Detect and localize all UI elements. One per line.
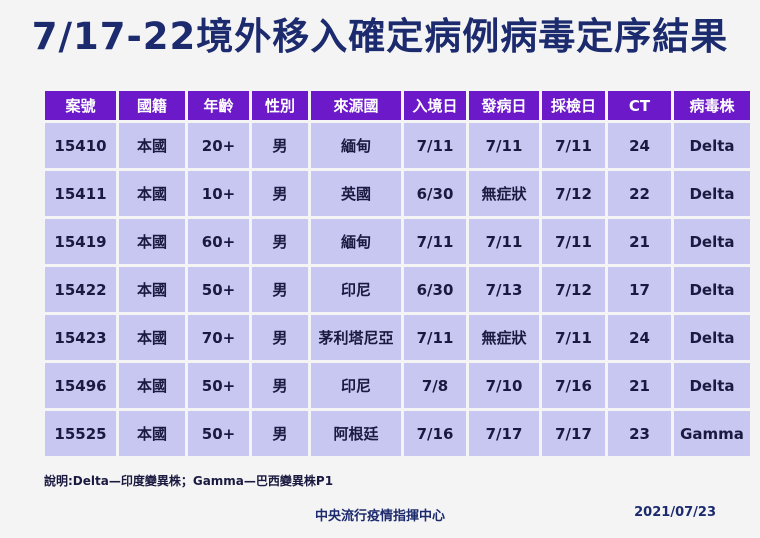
column-header: 年齡 [188,91,249,120]
column-header: 病毒株 [674,91,750,120]
table-cell: 7/16 [404,411,466,456]
table-cell: 15410 [45,123,116,168]
table-cell: 7/11 [542,315,605,360]
table-cell: 21 [608,219,671,264]
table-cell: 7/11 [404,219,466,264]
table-cell: Delta [674,363,750,408]
sequencing-results-table: 案號 國籍 年齡 性別 來源國 入境日 發病日 採檢日 CT 病毒株 15410 本國 20+ 男緬甸 7… [42,88,753,459]
table-cell: 7/11 [404,315,466,360]
table-cell: 7/12 [542,267,605,312]
table-cell: 緬甸 [311,219,401,264]
table-cell: 7/13 [469,267,539,312]
table-cell: 印尼 [311,363,401,408]
table-cell: 15411 [45,171,116,216]
table-cell: 7/11 [469,219,539,264]
table-cell: 男 [252,123,308,168]
table-row: 15422 本國 50+ 男印尼 6/30 7/13 7/12 17 Delta [45,267,750,312]
table-cell: 7/16 [542,363,605,408]
column-header: 入境日 [404,91,466,120]
table-cell: 本國 [119,219,185,264]
table-cell: 7/17 [542,411,605,456]
table-cell: 7/11 [542,219,605,264]
table-cell: 英國 [311,171,401,216]
table-cell: 7/11 [404,123,466,168]
table-cell: 7/8 [404,363,466,408]
table-cell: 本國 [119,315,185,360]
footer-organization: 中央流行疫情指揮中心 [314,509,445,524]
table-cell: 50+ [188,411,249,456]
legend-note: 說明:Delta—印度變異株；Gamma—巴西變異株P1 [44,474,334,488]
table-cell: 本國 [119,123,185,168]
table-cell: 6/30 [404,267,466,312]
table-cell: 7/11 [542,123,605,168]
table-cell: 50+ [188,267,249,312]
column-header: 國籍 [119,91,185,120]
table-cell: 7/17 [469,411,539,456]
table-cell: 阿根廷 [311,411,401,456]
table-cell: 6/30 [404,171,466,216]
table-row: 15496 本國 50+ 男印尼 7/8 7/10 7/16 21 Delta [45,363,750,408]
table-cell: 緬甸 [311,123,401,168]
table-cell: 24 [608,123,671,168]
column-header: 案號 [45,91,116,120]
table-row: 15525 本國 50+ 男阿根廷 7/16 7/17 7/17 23 Gamma [45,411,750,456]
table-cell: 7/12 [542,171,605,216]
table-cell: 男 [252,315,308,360]
column-header: 發病日 [469,91,539,120]
table-cell: 7/11 [469,123,539,168]
table-cell: 本國 [119,267,185,312]
table-row: 15423 本國 70+ 男茅利塔尼亞 7/11 無症狀 7/11 24 Delta [45,315,750,360]
table-cell: 男 [252,363,308,408]
table-row: 15410 本國 20+ 男緬甸 7/11 7/11 7/11 24 Delta [45,123,750,168]
page-title: 7/17-22境外移入確定病例病毒定序結果 [31,15,729,58]
table-cell: 15496 [45,363,116,408]
table-cell: 23 [608,411,671,456]
table-cell: 50+ [188,363,249,408]
table-row: 15411 本國 10+ 男英國 6/30 無症狀 7/12 22 Delta [45,171,750,216]
table-cell: 60+ [188,219,249,264]
table-cell: 21 [608,363,671,408]
footer-date: 2021/07/23 [634,505,716,520]
table-cell: Delta [674,315,750,360]
table-cell: 男 [252,411,308,456]
table-cell: Gamma [674,411,750,456]
table-cell: 15419 [45,219,116,264]
table-cell: 22 [608,171,671,216]
table-header-row: 案號 國籍 年齡 性別 來源國 入境日 發病日 採檢日 CT 病毒株 [45,91,750,120]
table-cell: 無症狀 [469,315,539,360]
table-cell: 男 [252,267,308,312]
table-row: 15419 本國 60+ 男緬甸 7/11 7/11 7/11 21 Delta [45,219,750,264]
table-cell: 17 [608,267,671,312]
table-cell: 10+ [188,171,249,216]
table-cell: Delta [674,171,750,216]
table-cell: 茅利塔尼亞 [311,315,401,360]
table-cell: 本國 [119,171,185,216]
table-cell: 本國 [119,363,185,408]
column-header: 性別 [252,91,308,120]
table-cell: 男 [252,219,308,264]
table-cell: 男 [252,171,308,216]
table-cell: Delta [674,267,750,312]
table-cell: Delta [674,123,750,168]
table-cell: 70+ [188,315,249,360]
table-cell: Delta [674,219,750,264]
column-header: 來源國 [311,91,401,120]
table-cell: 20+ [188,123,249,168]
table-cell: 24 [608,315,671,360]
column-header: 採檢日 [542,91,605,120]
table-cell: 15423 [45,315,116,360]
table-cell: 15525 [45,411,116,456]
column-header: CT [608,91,671,120]
table-cell: 7/10 [469,363,539,408]
table-cell: 印尼 [311,267,401,312]
table-cell: 本國 [119,411,185,456]
table-cell: 15422 [45,267,116,312]
table-cell: 無症狀 [469,171,539,216]
